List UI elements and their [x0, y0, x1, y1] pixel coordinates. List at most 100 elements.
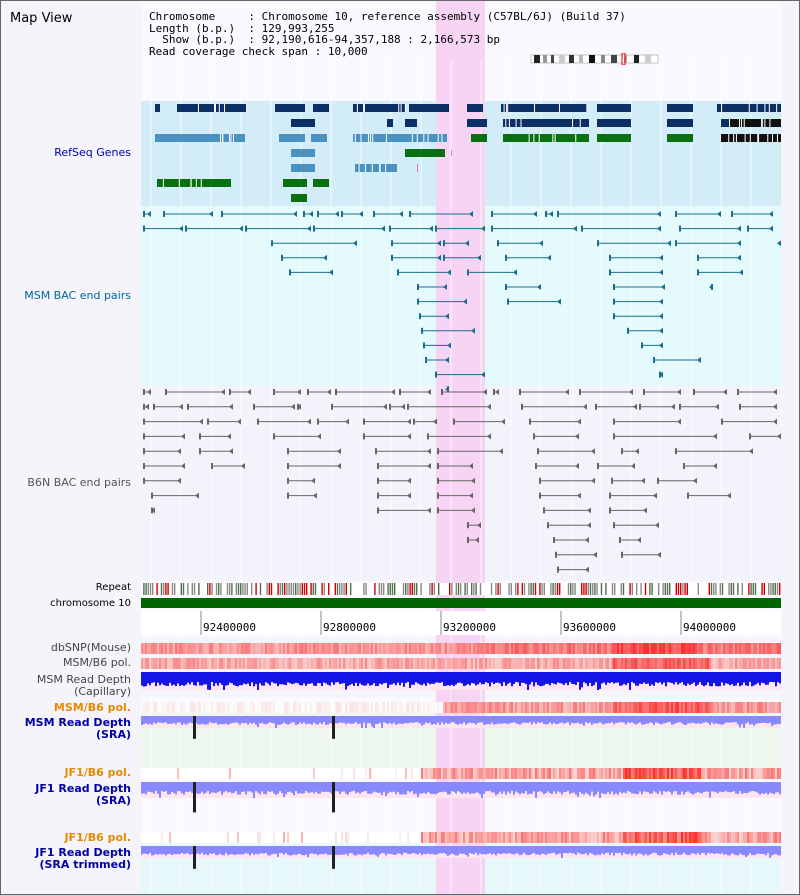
msm-cap-depth-bar: [231, 672, 233, 684]
jf1-pol2-cell: [641, 832, 643, 843]
msm-sra-depth-bar: [451, 716, 453, 723]
msm-bac-track[interactable]: [143, 211, 781, 393]
jf1-pol2-cell: [689, 832, 691, 843]
msm-pair-end: [423, 342, 425, 349]
msm-pol2-cell: [165, 702, 167, 713]
jf1-trim-depth-bar: [545, 846, 547, 856]
dbsnp-cell: [777, 643, 779, 654]
msm-cap-depth-bar: [181, 672, 183, 685]
msm-sra-depth-bar: [231, 716, 233, 723]
track-canvas[interactable]: 92400000 92800000 93200000 93600000 94000000: [141, 1, 781, 894]
msm-sra-depth-bar: [283, 716, 285, 723]
msm-pol-cell: [275, 658, 277, 669]
jf1-pol2-cell: [445, 832, 447, 843]
msm-depth-sra-label-1[interactable]: MSM Read Depth: [24, 716, 131, 729]
b6n-bac-label[interactable]: B6N BAC end pairs: [27, 476, 131, 489]
msm-cap-depth-bar: [673, 672, 675, 685]
msm-depth-capillary-label-1[interactable]: MSM Read Depth: [36, 673, 131, 686]
jf1-trim-depth-bar: [227, 846, 229, 856]
msm-sra-depth-bar: [691, 716, 693, 723]
jf1-pol-cell: [173, 768, 175, 779]
jf1-pol2-cell: [247, 832, 249, 843]
msm-pol2-cell: [233, 702, 235, 713]
msm-bac-label[interactable]: MSM BAC end pairs: [24, 289, 131, 302]
msm-pol-cell: [697, 658, 699, 669]
jf1-pol-cell: [305, 768, 307, 779]
msm-pol-cell: [545, 658, 547, 669]
dbsnp-cell: [273, 643, 275, 654]
msm-pol2-cell: [141, 702, 143, 713]
msm-cap-depth-bar: [185, 672, 187, 685]
jf1-pol-cell: [663, 768, 665, 779]
jf1-trim-depth-bar: [637, 846, 639, 854]
msm-pol2-cell: [167, 702, 169, 713]
jf1-sra-depth-bar: [367, 782, 369, 794]
dbsnp-cell: [461, 643, 463, 654]
repeat-element: [431, 583, 433, 595]
repeat-element: [389, 583, 391, 595]
jf1-depth-trim-label-1[interactable]: JF1 Read Depth: [35, 846, 131, 859]
dbsnp-cell: [583, 643, 585, 654]
refseq-genes-label[interactable]: RefSeq Genes: [54, 146, 131, 159]
dbsnp-label[interactable]: dbSNP(Mouse): [50, 641, 131, 654]
jf1-sra-depth-bar: [639, 782, 641, 792]
dbsnp-cell: [389, 643, 391, 654]
msm-sra-depth-bar: [725, 716, 727, 723]
jf1-pol-cell: [265, 768, 267, 779]
jf1-pol2-cell: [183, 832, 185, 843]
msm-pol2-cell: [357, 702, 359, 713]
msm-sra-depth-bar: [237, 716, 239, 723]
jf1-sra-depth-bar: [631, 782, 633, 794]
jf1-trim-depth-bar: [761, 846, 763, 854]
msm-cap-depth-bar: [601, 672, 603, 684]
msm-pol-cell: [283, 658, 285, 669]
msm-sra-depth-bar: [761, 716, 763, 723]
jf1-pol-cell: [375, 768, 377, 779]
msm-pair-end: [613, 313, 615, 320]
msm-pol2-cell: [677, 702, 679, 713]
dbsnp-cell: [525, 643, 527, 654]
jf1-pol2-cell: [425, 832, 427, 843]
dbsnp-cell: [523, 643, 525, 654]
jf1-trim-depth-bar: [451, 846, 453, 854]
jf1-pol2-cell: [477, 832, 479, 843]
jf1-pol2-cell: [573, 832, 575, 843]
jf1-pol-cell: [657, 768, 659, 779]
msm-pair-end: [739, 269, 743, 276]
dbsnp-cell: [217, 643, 219, 654]
msm-sra-depth-bar: [307, 716, 309, 724]
chromosome-ideogram[interactable]: [529, 53, 661, 65]
msm-b6-pol-label[interactable]: MSM/B6 pol.: [63, 656, 131, 669]
msm-sra-depth-bar: [709, 716, 711, 725]
b6n-bac-track[interactable]: [143, 389, 781, 573]
msm-pair-end: [731, 211, 733, 217]
msm-pol-cell: [181, 658, 183, 669]
jf1-b6-pol-2-label[interactable]: JF1/B6 pol.: [64, 831, 131, 844]
msm-sra-depth-bar: [649, 716, 651, 723]
jf1-pol2-cell: [555, 832, 557, 843]
jf1-depth-sra-label-1[interactable]: JF1 Read Depth: [35, 782, 131, 795]
msm-pol-cell: [365, 658, 367, 669]
jf1-sra-depth-bar: [375, 782, 377, 793]
msm-pol-cell: [655, 658, 657, 669]
msm-pol-cell: [265, 658, 267, 669]
refseq-genes-track[interactable]: [155, 104, 781, 202]
msm-pol-cell: [621, 658, 623, 669]
jf1-pol-cell: [523, 768, 525, 779]
b6n-pair-end: [337, 463, 341, 469]
repeat-element: [719, 583, 721, 595]
jf1-b6-pol-label[interactable]: JF1/B6 pol.: [64, 766, 131, 779]
msm-sra-depth-bar: [449, 716, 451, 724]
dbsnp-cell: [417, 643, 419, 654]
msm-pol2-cell: [387, 702, 389, 713]
msm-sra-depth-bar: [203, 716, 205, 725]
msm-cap-depth-bar: [309, 672, 311, 684]
jf1-sra-depth-bar: [221, 782, 223, 795]
msm-pol2-cell: [755, 702, 757, 713]
jf1-pol-cell: [423, 768, 425, 779]
msm-pol-cell: [153, 658, 155, 669]
b6n-pair-end: [143, 403, 145, 410]
msm-b6-pol-2-label[interactable]: MSM/B6 pol.: [53, 701, 131, 714]
repeat-element: [574, 583, 576, 595]
msm-sra-depth-bar: [749, 716, 751, 725]
